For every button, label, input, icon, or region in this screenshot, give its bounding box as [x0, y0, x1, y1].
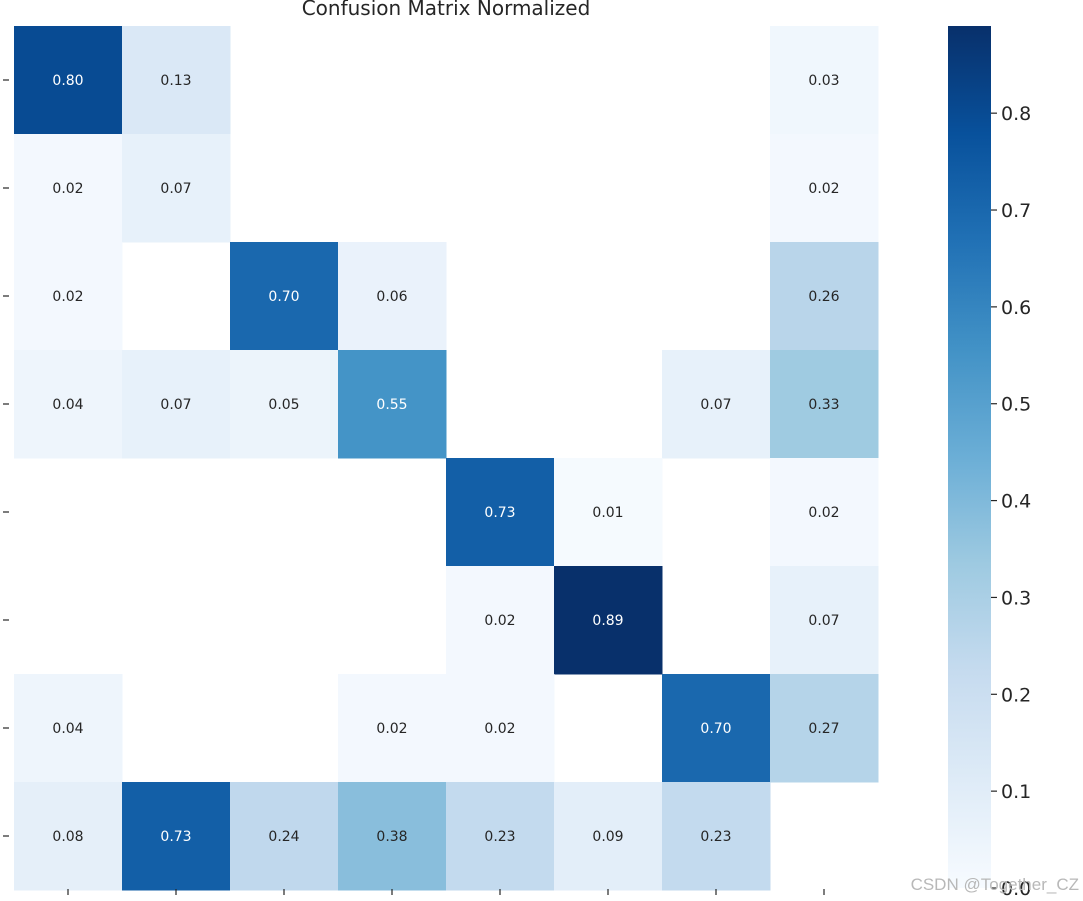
cell-value-label: 0.07 [160, 397, 191, 413]
cell-value-label: 0.70 [268, 289, 299, 305]
cell-value-label: 0.01 [592, 505, 623, 521]
colorbar-tick-label: 0.5 [1001, 394, 1031, 416]
cell-value-label: 0.02 [52, 289, 83, 305]
heatmap-cell [770, 134, 879, 243]
cell-value-label: 0.02 [484, 613, 515, 629]
heatmap-cell [122, 26, 231, 135]
colorbar-tick-label: 0.3 [1001, 587, 1031, 609]
heatmap-cell [446, 674, 555, 783]
cell-value-label: 0.04 [52, 397, 83, 413]
heatmap-cell [14, 782, 123, 891]
heatmap-cell [14, 674, 123, 783]
cell-value-label: 0.80 [52, 73, 83, 89]
cell-value-label: 0.33 [808, 397, 839, 413]
cell-value-label: 0.08 [52, 829, 83, 845]
cell-value-label: 0.04 [52, 721, 83, 737]
colorbar-ticks: 0.0 0.1 0.2 0.3 0.4 0.5 0.6 0.7 0.8 [991, 103, 1031, 900]
colorbar-tick-label: 0.4 [1001, 491, 1031, 513]
colorbar-tick-label: 0.0 [1001, 878, 1031, 900]
cell-value-label: 0.07 [160, 181, 191, 197]
cell-value-label: 0.73 [484, 505, 515, 521]
cell-value-label: 0.23 [484, 829, 515, 845]
heatmap-cell [770, 566, 879, 675]
heatmap-cell [554, 566, 663, 675]
heatmap-cell [122, 782, 231, 891]
heatmap-cell [230, 782, 339, 891]
watermark: CSDN @Together_CZ [911, 875, 1079, 894]
cell-value-label: 0.02 [484, 721, 515, 737]
cell-value-label: 0.02 [808, 505, 839, 521]
cell-value-label: 0.55 [376, 397, 407, 413]
heatmap-cell [14, 134, 123, 243]
cell-value-label: 0.05 [268, 397, 299, 413]
heatmap-cell [230, 242, 339, 351]
y-axis-ticks [3, 79, 9, 837]
cell-value-label: 0.07 [700, 397, 731, 413]
cell-value-label: 0.89 [592, 613, 623, 629]
cell-value-label: 0.24 [268, 829, 299, 845]
cell-value-label: 0.26 [808, 289, 839, 305]
cell-value-label: 0.38 [376, 829, 407, 845]
cell-value-label: 0.27 [808, 721, 839, 737]
heatmap-cell [770, 242, 879, 351]
colorbar-tick-label: 0.2 [1001, 684, 1031, 706]
cell-value-label: 0.07 [808, 613, 839, 629]
heatmap-cell [14, 350, 123, 459]
heatmap-cell [770, 350, 879, 459]
heatmap-cell [662, 674, 771, 783]
x-axis-ticks [67, 889, 825, 895]
cell-value-label: 0.13 [160, 73, 191, 89]
cell-value-label: 0.03 [808, 73, 839, 89]
heatmap-cell [770, 458, 879, 567]
heatmap-annotations: 0.80 0.13 0.03 0.02 0.07 0.02 0.02 0.70 0.06 0.26… [52, 73, 839, 845]
heatmap-cell [662, 350, 771, 459]
heatmap-cell [122, 350, 231, 459]
heatmap-cell [122, 134, 231, 243]
heatmap-cell [338, 350, 447, 459]
cell-value-label: 0.70 [700, 721, 731, 737]
heatmap-cell [662, 782, 771, 891]
heatmap-cell [554, 458, 663, 567]
cell-value-label: 0.02 [808, 181, 839, 197]
heatmap-cell [770, 674, 879, 783]
cell-value-label: 0.02 [376, 721, 407, 737]
heatmap-cell [446, 458, 555, 567]
cell-value-label: 0.02 [52, 181, 83, 197]
heatmap-cell [446, 566, 555, 675]
heatmap-cell [338, 782, 447, 891]
heatmap-cell [770, 26, 879, 135]
colorbar-tick-label: 0.1 [1001, 781, 1031, 803]
colorbar-tick-label: 0.8 [1001, 103, 1031, 125]
heatmap-cell [446, 782, 555, 891]
colorbar-tick-label: 0.6 [1001, 297, 1031, 319]
heatmap-cell [14, 242, 123, 351]
cell-value-label: 0.09 [592, 829, 623, 845]
heatmap-cell [554, 782, 663, 891]
cell-value-label: 0.73 [160, 829, 191, 845]
heatmap-cell [230, 350, 339, 459]
cell-value-label: 0.06 [376, 289, 407, 305]
cell-value-label: 0.23 [700, 829, 731, 845]
colorbar-tick-label: 0.7 [1001, 200, 1031, 222]
heatmap-cell [14, 26, 123, 135]
heatmap-cell [338, 674, 447, 783]
colorbar [948, 26, 991, 888]
heatmap-cell [338, 242, 447, 351]
heatmap-cells [14, 26, 879, 891]
chart-title: Confusion Matrix Normalized [302, 0, 591, 20]
